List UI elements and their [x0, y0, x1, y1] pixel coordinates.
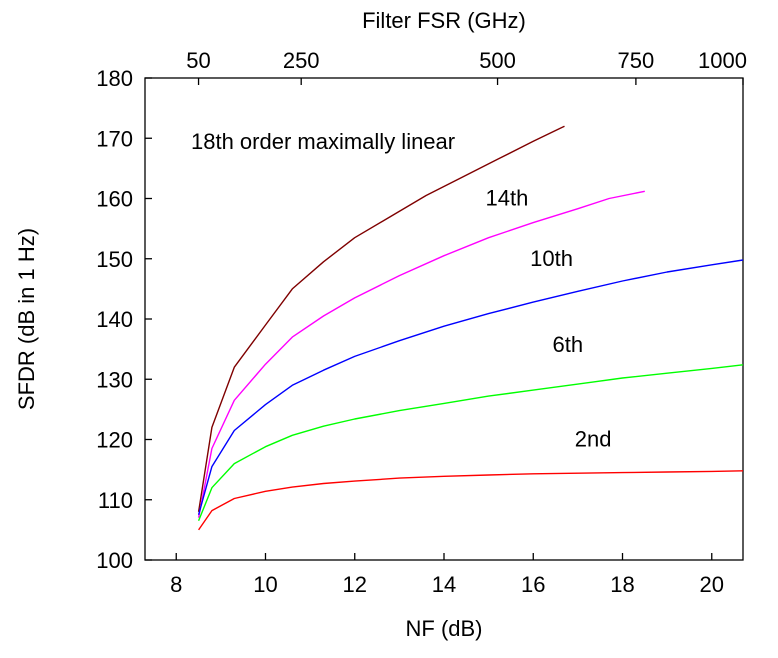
series-annotation: 18th order maximally linear	[191, 129, 455, 154]
y-tick-label: 160	[96, 187, 133, 212]
y-tick-label: 150	[96, 247, 133, 272]
x-tick-label: 18	[610, 572, 634, 597]
series-line-0	[197, 125, 565, 512]
series-annotation: 6th	[552, 332, 583, 357]
axis-layer: 8 10 12 14 16 18 20 100 110 120 130 140 150 160 170 180…	[96, 48, 747, 597]
y-tick-label: 130	[96, 367, 133, 392]
y-tick-label: 180	[96, 66, 133, 91]
y-tick-label: 100	[96, 548, 133, 573]
y-tick-label: 120	[96, 428, 133, 453]
top-tick-label: 500	[479, 48, 516, 73]
x-tick-label: 8	[170, 572, 182, 597]
series-annotation: 2nd	[575, 427, 612, 452]
series-layer	[197, 125, 744, 531]
x-tick-label: 20	[700, 572, 724, 597]
series-line-4	[198, 470, 744, 531]
top-tick-label: 750	[618, 48, 655, 73]
y-tick-label: 110	[98, 488, 133, 513]
x-tick-label: 10	[253, 572, 277, 597]
y-tick-label: 140	[96, 307, 133, 332]
top-tick-label: 1000	[698, 48, 747, 73]
series-line-1	[197, 190, 645, 518]
x-axis-title: NF (dB)	[406, 616, 483, 641]
top-tick-label: 250	[283, 48, 320, 73]
top-axis-title: Filter FSR (GHz)	[362, 8, 526, 33]
series-annotation: 10th	[530, 246, 573, 271]
x-tick-label: 12	[343, 572, 367, 597]
x-tick-label: 14	[432, 572, 456, 597]
x-tick-label: 16	[521, 572, 545, 597]
series-annotation: 14th	[486, 186, 529, 211]
y-axis-title: SFDR (dB in 1 Hz)	[14, 228, 39, 410]
series-line-2	[197, 259, 744, 515]
annotation-layer: 18th order maximally linear 14th 10th 6th 2n…	[191, 129, 612, 452]
series-line-3	[197, 364, 744, 522]
top-tick-label: 50	[186, 48, 210, 73]
y-tick-label: 170	[96, 126, 133, 151]
